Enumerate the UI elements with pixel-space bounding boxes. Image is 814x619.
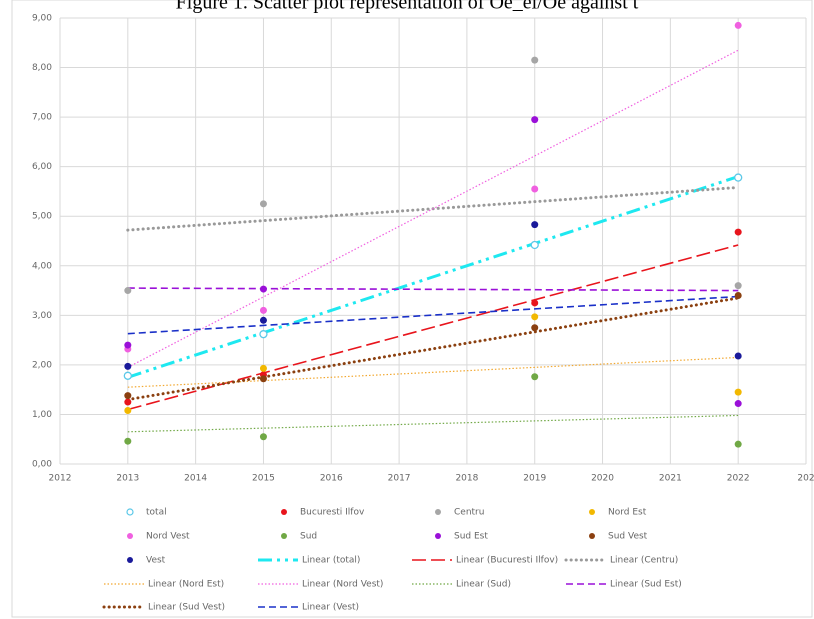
legend-label: Linear (Sud Vest) xyxy=(148,603,225,613)
x-tick-label: 2017 xyxy=(388,474,411,484)
point xyxy=(123,371,132,380)
y-tick-label: 5,00 xyxy=(32,212,52,222)
legend-marker xyxy=(589,533,595,539)
legend-marker xyxy=(281,509,287,515)
point xyxy=(531,324,539,332)
x-tick-label: 2013 xyxy=(116,474,139,484)
trendline xyxy=(127,287,739,292)
trendline xyxy=(127,414,739,433)
legend-label: Linear (Vest) xyxy=(302,603,359,613)
point xyxy=(734,21,742,29)
legend-label: Sud xyxy=(300,532,317,542)
point xyxy=(259,316,267,324)
point xyxy=(259,200,267,208)
legend-label: Linear (Nord Vest) xyxy=(302,580,383,590)
point xyxy=(531,221,539,229)
legend-marker xyxy=(127,533,133,539)
legend-label: Sud Vest xyxy=(608,532,648,542)
point xyxy=(734,282,742,290)
point xyxy=(124,406,132,414)
point xyxy=(734,400,742,408)
y-tick-label: 1,00 xyxy=(32,410,52,420)
legend-label: Sud Est xyxy=(454,532,488,542)
point xyxy=(734,173,743,182)
x-tick-label: 2021 xyxy=(659,474,682,484)
legend-label: Linear (Nord Est) xyxy=(148,580,224,590)
x-tick-label: 2012 xyxy=(49,474,72,484)
point xyxy=(124,392,132,400)
point xyxy=(531,313,539,321)
y-tick-label: 2,00 xyxy=(32,360,52,370)
point xyxy=(734,388,742,396)
point xyxy=(531,116,539,124)
legend-label: Linear (Sud Est) xyxy=(610,580,682,590)
legend-marker xyxy=(435,533,441,539)
point xyxy=(734,440,742,448)
x-tick-label: 2018 xyxy=(455,474,478,484)
point xyxy=(259,285,267,293)
legend-label: total xyxy=(146,508,167,518)
x-tick-label: 2016 xyxy=(320,474,343,484)
y-tick-label: 7,00 xyxy=(32,113,52,123)
legend-marker xyxy=(281,533,287,539)
chart-title: Figure 1. Scatter plot representation of… xyxy=(176,0,639,14)
y-tick-label: 9,00 xyxy=(32,14,52,24)
legend-label: Linear (total) xyxy=(302,556,360,566)
y-tick-label: 4,00 xyxy=(32,261,52,271)
x-tick-label: 2022 xyxy=(727,474,750,484)
legend-label: Linear (Bucuresti Ilfov) xyxy=(456,556,558,566)
point xyxy=(531,299,539,307)
legend-marker xyxy=(435,509,441,515)
legend-marker xyxy=(127,557,133,563)
point xyxy=(734,228,742,236)
x-tick-label: 202 xyxy=(797,474,814,484)
y-tick-label: 8,00 xyxy=(32,63,52,73)
x-tick-label: 2020 xyxy=(591,474,614,484)
point xyxy=(259,433,267,441)
y-tick-label: 3,00 xyxy=(32,311,52,321)
chart-frame xyxy=(11,0,813,618)
point xyxy=(734,292,742,300)
point xyxy=(124,398,132,406)
y-tick-label: 0,00 xyxy=(32,460,52,470)
point xyxy=(124,341,132,349)
point xyxy=(530,240,539,250)
legend-label: Bucuresti Ilfov xyxy=(300,508,365,518)
point xyxy=(734,352,742,360)
point xyxy=(531,373,539,381)
point xyxy=(259,375,267,383)
legend-marker xyxy=(126,508,134,516)
legend-label: Nord Est xyxy=(608,508,647,518)
x-tick-label: 2015 xyxy=(252,474,275,484)
point xyxy=(259,364,267,372)
point xyxy=(259,306,267,314)
point xyxy=(531,56,539,64)
legend-marker xyxy=(589,509,595,515)
legend-label: Linear (Centru) xyxy=(610,556,678,566)
legend-label: Centru xyxy=(454,508,484,518)
point xyxy=(259,330,268,339)
point xyxy=(124,362,132,370)
point xyxy=(124,287,132,295)
legend-label: Linear (Sud) xyxy=(456,580,511,590)
y-tick-label: 6,00 xyxy=(32,162,52,172)
trendline xyxy=(127,295,739,335)
point xyxy=(124,437,132,445)
trendline xyxy=(127,175,739,379)
legend-label: Nord Vest xyxy=(146,532,190,542)
legend-label: Vest xyxy=(146,556,166,566)
trendline xyxy=(126,296,740,402)
x-tick-label: 2014 xyxy=(184,474,207,484)
point xyxy=(531,185,539,193)
x-tick-label: 2019 xyxy=(523,474,546,484)
trendline xyxy=(127,49,739,368)
